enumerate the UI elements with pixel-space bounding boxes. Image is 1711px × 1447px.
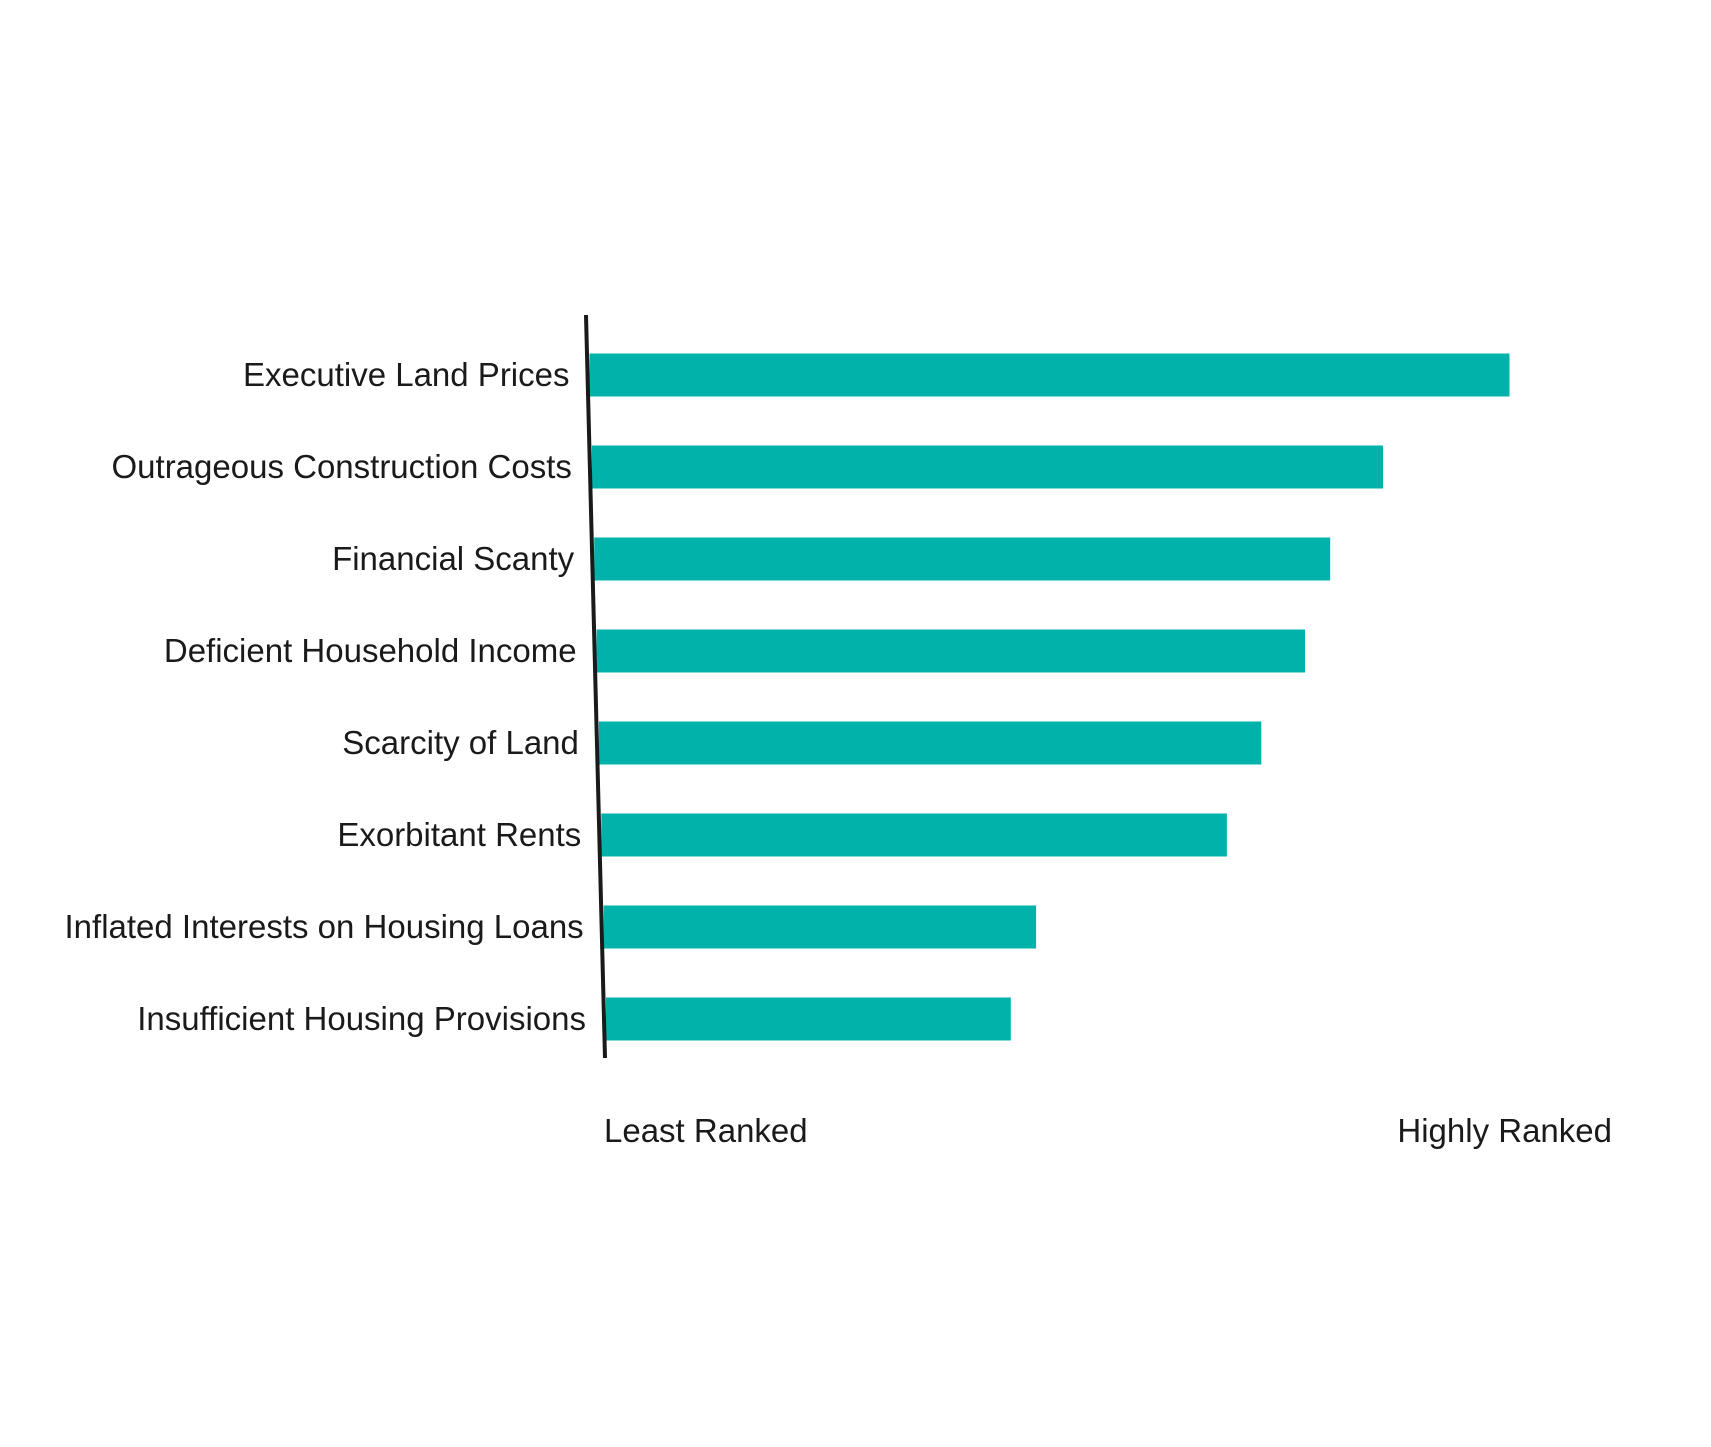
category-label-2: Financial Scanty (332, 540, 575, 577)
category-label-6: Inflated Interests on Housing Loans (65, 908, 584, 945)
category-label-5: Exorbitant Rents (337, 816, 581, 853)
category-label-1: Outrageous Construction Costs (112, 448, 572, 485)
category-labels-layer: Executive Land Prices Outrageous Construc… (65, 356, 586, 1037)
bar-5 (601, 813, 1227, 857)
category-label-7: Insufficient Housing Provisions (137, 1000, 586, 1037)
bar-4 (598, 721, 1262, 765)
highly-ranked-label: Highly Ranked (1397, 1112, 1612, 1149)
category-label-4: Scarcity of Land (342, 724, 579, 761)
bar-0 (589, 353, 1510, 397)
bar-3 (596, 629, 1305, 673)
bars-layer (589, 353, 1510, 1041)
category-label-0: Executive Land Prices (243, 356, 570, 393)
bar-6 (603, 905, 1037, 949)
bar-7 (606, 997, 1011, 1041)
least-ranked-label: Least Ranked (604, 1112, 808, 1149)
bar-2 (594, 537, 1331, 581)
y-axis-line (584, 314, 607, 1059)
category-label-3: Deficient Household Income (164, 632, 577, 669)
bar-1 (591, 445, 1384, 489)
